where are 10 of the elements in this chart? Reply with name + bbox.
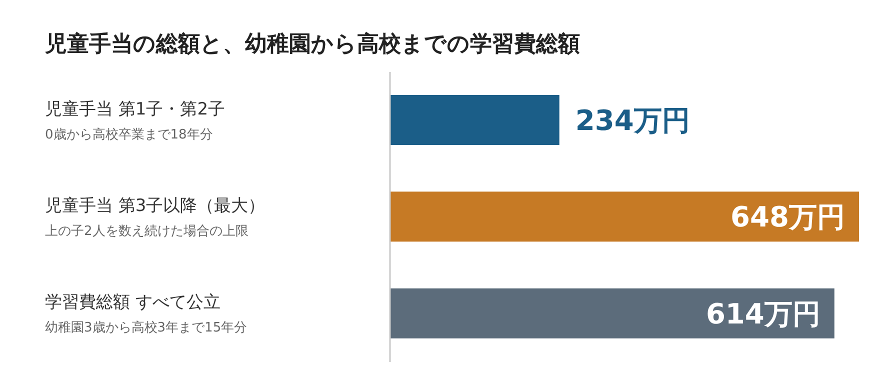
data-label: 648万円: [730, 200, 845, 234]
data-label: 614万円: [706, 297, 820, 330]
text: 0歳から高校卒業まで18年分: [45, 126, 213, 142]
chart-title: 児童手当の総額と、幼稚園から高校までの学習費総額: [44, 30, 581, 59]
data-label: 234万円: [575, 104, 690, 137]
y-tick-label: 児童手当 第3子以降（最大）: [45, 196, 266, 216]
text: 幼稚園3歳から高校3年まで15年分: [45, 320, 248, 336]
y-tick-label: 学習費総額 すべて公立: [45, 292, 220, 313]
text: 上の子2人を数え続けた場合の上限: [45, 224, 248, 239]
y-tick-label: 児童手当 第1子・第2子: [45, 99, 226, 120]
